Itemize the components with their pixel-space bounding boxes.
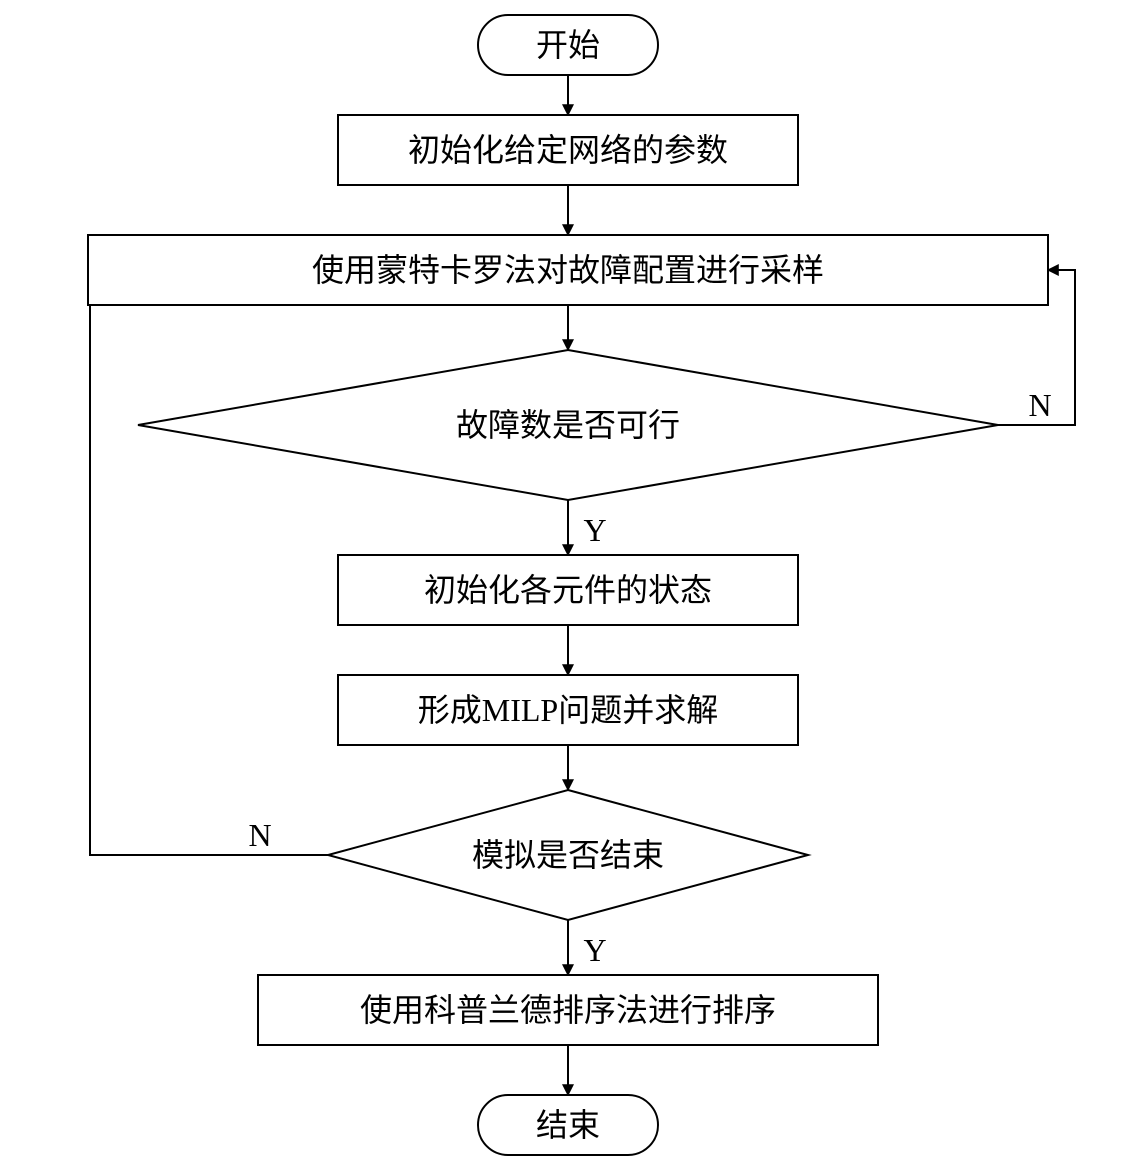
node-label-sort: 使用科普兰德排序法进行排序 xyxy=(360,992,776,1028)
node-label-initcomp: 初始化各元件的状态 xyxy=(424,572,712,608)
node-label-init: 初始化给定网络的参数 xyxy=(408,132,728,168)
node-sort: 使用科普兰德排序法进行排序 xyxy=(258,975,878,1045)
edge-label: Y xyxy=(583,932,606,968)
node-milp: 形成MILP问题并求解 xyxy=(338,675,798,745)
edge-label: N xyxy=(248,817,271,853)
node-label-done: 模拟是否结束 xyxy=(472,837,664,873)
node-sample: 使用蒙特卡罗法对故障配置进行采样 xyxy=(88,235,1048,305)
node-label-start: 开始 xyxy=(536,27,600,63)
edge-label: N xyxy=(1028,387,1051,423)
edge-done-sample: N xyxy=(88,270,328,855)
node-label-feasible: 故障数是否可行 xyxy=(456,407,680,443)
node-initcomp: 初始化各元件的状态 xyxy=(338,555,798,625)
node-label-sample: 使用蒙特卡罗法对故障配置进行采样 xyxy=(312,252,824,288)
node-feasible: 故障数是否可行 xyxy=(138,350,998,500)
node-done: 模拟是否结束 xyxy=(328,790,808,920)
edge-feasible-initcomp: Y xyxy=(568,500,607,555)
node-label-milp: 形成MILP问题并求解 xyxy=(418,692,718,728)
node-init: 初始化给定网络的参数 xyxy=(338,115,798,185)
node-label-end: 结束 xyxy=(536,1107,600,1143)
edge-label: Y xyxy=(583,512,606,548)
node-end: 结束 xyxy=(478,1095,658,1155)
node-start: 开始 xyxy=(478,15,658,75)
nodes-layer: 开始初始化给定网络的参数使用蒙特卡罗法对故障配置进行采样故障数是否可行初始化各元… xyxy=(88,15,1048,1155)
edge-done-sort: Y xyxy=(568,920,607,975)
